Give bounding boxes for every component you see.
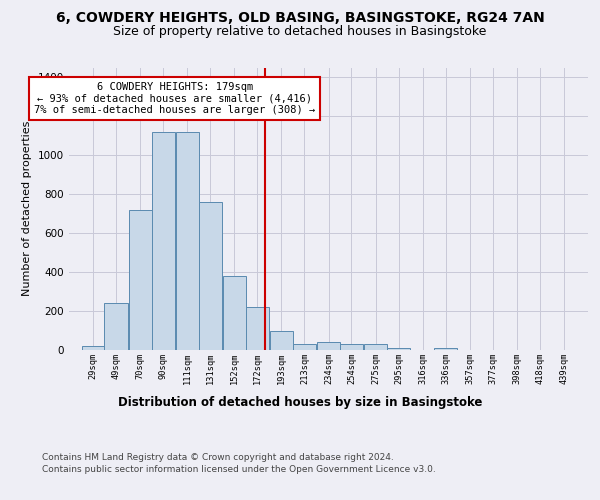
Bar: [176, 132, 199, 350]
Bar: [82, 346, 105, 350]
Bar: [270, 330, 293, 350]
Bar: [128, 210, 152, 350]
Bar: [293, 344, 316, 350]
Bar: [104, 303, 128, 350]
Bar: [340, 344, 363, 350]
Bar: [364, 344, 387, 350]
Bar: [152, 132, 175, 350]
Text: Distribution of detached houses by size in Basingstoke: Distribution of detached houses by size …: [118, 396, 482, 409]
Text: 6, COWDERY HEIGHTS, OLD BASING, BASINGSTOKE, RG24 7AN: 6, COWDERY HEIGHTS, OLD BASING, BASINGST…: [56, 10, 544, 24]
Bar: [387, 348, 410, 350]
Text: Contains public sector information licensed under the Open Government Licence v3: Contains public sector information licen…: [42, 466, 436, 474]
Text: Size of property relative to detached houses in Basingstoke: Size of property relative to detached ho…: [113, 24, 487, 38]
Bar: [199, 202, 222, 350]
Text: 6 COWDERY HEIGHTS: 179sqm
← 93% of detached houses are smaller (4,416)
7% of sem: 6 COWDERY HEIGHTS: 179sqm ← 93% of detac…: [34, 82, 315, 116]
Bar: [434, 348, 457, 350]
Text: Contains HM Land Registry data © Crown copyright and database right 2024.: Contains HM Land Registry data © Crown c…: [42, 453, 394, 462]
Y-axis label: Number of detached properties: Number of detached properties: [22, 121, 32, 296]
Bar: [246, 307, 269, 350]
Bar: [317, 342, 340, 350]
Bar: [223, 276, 246, 350]
